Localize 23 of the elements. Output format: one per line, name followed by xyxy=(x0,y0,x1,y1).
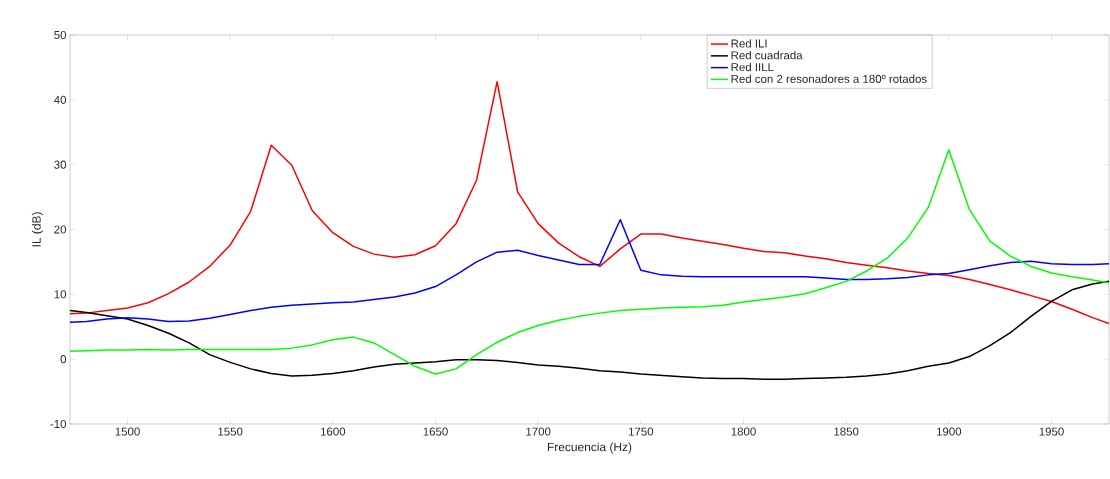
x-tick-label: 1900 xyxy=(936,427,962,436)
y-tick-label: 40 xyxy=(54,95,67,104)
legend-label: Red IILL xyxy=(731,62,774,72)
x-tick-label: 1700 xyxy=(526,427,551,436)
y-axis-title: IL (dB) xyxy=(31,212,44,247)
y-tick-label: -10 xyxy=(50,419,67,429)
y-tick-label: 20 xyxy=(54,225,67,234)
x-tick-label: 1850 xyxy=(834,427,859,436)
y-tick-label: 0 xyxy=(60,355,67,364)
x-tick-label: 1750 xyxy=(628,427,654,436)
x-tick-label: 1800 xyxy=(731,427,756,436)
x-tick-label: 1600 xyxy=(320,427,346,436)
x-tick-label: 1550 xyxy=(218,427,243,436)
y-tick-label: 10 xyxy=(54,290,67,299)
legend-label: Red con 2 resonadores a 180º rotados xyxy=(731,74,927,83)
y-tick-label: 30 xyxy=(54,160,67,169)
x-tick-label: 1500 xyxy=(115,427,140,436)
x-tick-label: 1950 xyxy=(1039,427,1064,436)
y-tick-label: 50 xyxy=(54,30,67,40)
x-tick-label: 1650 xyxy=(423,427,448,436)
legend-label: Red cuadrada xyxy=(731,50,803,60)
x-axis-title: Frecuencia (Hz) xyxy=(547,442,632,454)
legend-label: Red ILI xyxy=(731,39,767,48)
